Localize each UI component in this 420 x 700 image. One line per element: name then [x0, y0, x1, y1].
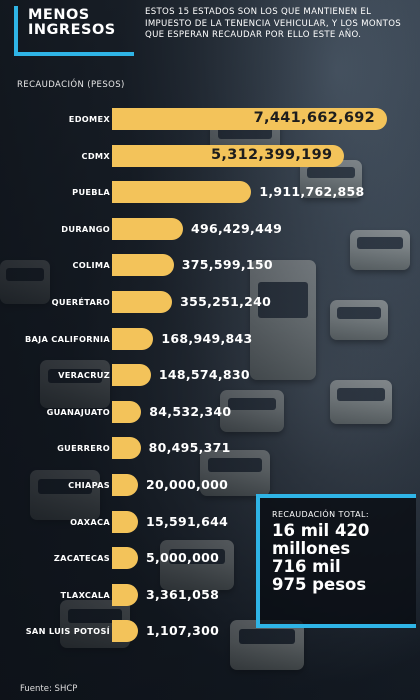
- state-label: COLIMA: [72, 260, 110, 271]
- value-label: 496,429,449: [191, 220, 283, 236]
- state-label: DURANGO: [61, 223, 110, 234]
- bar: [112, 217, 184, 240]
- value-label: 7,441,662,692: [253, 110, 375, 126]
- value-label: 355,251,240: [180, 294, 272, 309]
- bar: [112, 254, 174, 277]
- bar: [112, 547, 138, 570]
- bar: [112, 108, 387, 130]
- bar: [112, 474, 138, 496]
- state-label: EDOMEX: [68, 114, 110, 124]
- total-caption: RECAUDACIÓN TOTAL:: [272, 510, 369, 519]
- state-label: CHIAPAS: [68, 480, 110, 490]
- value-label: 5,312,399,199: [211, 146, 333, 163]
- bar: [112, 620, 138, 643]
- bar: [112, 291, 173, 313]
- value-label: 1,107,300: [146, 623, 220, 639]
- bar: [112, 437, 141, 460]
- bar: [112, 181, 252, 204]
- total-line-1: 16 mil 420: [272, 521, 370, 540]
- state-label: BAJA CALIFORNIA: [24, 333, 110, 344]
- value-label: 5,000,000: [146, 550, 220, 566]
- state-label: TLAXCALA: [60, 589, 110, 600]
- state-label: VERACRUZ: [58, 370, 110, 381]
- state-label: PUEBLA: [72, 187, 110, 198]
- value-label: 1,911,762,858: [259, 184, 365, 200]
- total-line-3: 716 mil: [272, 557, 341, 576]
- title-line-2: INGRESOS: [28, 22, 116, 38]
- source-note: Fuente: SHCP: [20, 684, 78, 694]
- total-value: 16 mil 420 millones 716 mil 975 pesos: [272, 522, 412, 594]
- bar: [112, 327, 154, 350]
- page-title: MENOS INGRESOS: [28, 8, 138, 38]
- state-label: SAN LUIS POTOSÍ: [25, 626, 110, 637]
- value-label: 80,495,371: [148, 440, 231, 456]
- bar: [112, 400, 142, 423]
- state-label: CDMX: [81, 150, 110, 161]
- value-label: 15,591,644: [146, 513, 229, 529]
- value-label: 20,000,000: [146, 477, 229, 492]
- header-description: ESTOS 15 ESTADOS SON LOS QUE MANTIENEN E…: [145, 7, 402, 40]
- total-line-4: 975 pesos: [272, 575, 367, 594]
- value-label: 168,949,843: [161, 330, 253, 346]
- value-label: 84,532,340: [149, 403, 232, 419]
- bar: [112, 144, 345, 167]
- state-label: ZACATECAS: [53, 553, 110, 564]
- header-accent-frame: [14, 6, 134, 56]
- state-label: QUERÉTARO: [51, 297, 110, 307]
- value-label: 148,574,830: [158, 367, 250, 383]
- total-line-2: millones: [272, 539, 351, 558]
- bar: [112, 364, 151, 387]
- state-label: GUERRERO: [57, 443, 110, 454]
- bar: [112, 583, 138, 606]
- value-label: 375,599,150: [181, 257, 273, 273]
- title-line-1: MENOS: [28, 7, 90, 23]
- axis-label: RECAUDACIÓN (PESOS): [17, 80, 125, 90]
- total-box-frame: [256, 494, 416, 628]
- bar: [112, 510, 138, 533]
- state-label: GUANAJUATO: [46, 406, 110, 417]
- state-label: OAXACA: [70, 516, 110, 527]
- value-label: 3,361,058: [146, 586, 220, 602]
